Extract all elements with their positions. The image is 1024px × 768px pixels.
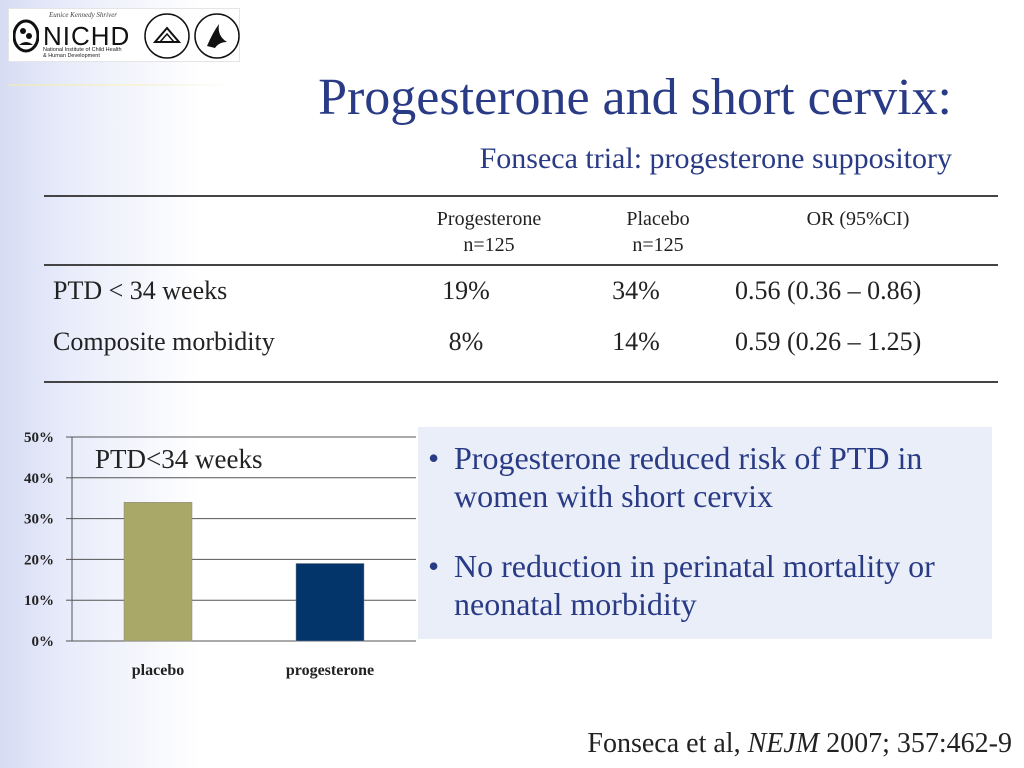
logo-tagline: Eunice Kennedy Shriver (49, 11, 118, 19)
or-value: 0.59 (0.26 – 1.25) (735, 327, 922, 356)
citation: Fonseca et al, NEJM 2007; 357:462-9 (587, 728, 1012, 760)
bar-progesterone (295, 563, 365, 642)
citation-journal: NEJM (747, 728, 820, 759)
citation-details: 2007; 357:462-9 (819, 728, 1012, 759)
bullet-marker: • (428, 548, 440, 584)
row-label: PTD < 34 weeks (53, 276, 228, 305)
key-findings-box: • Progesterone reduced risk of PTD in wo… (418, 427, 992, 639)
or-value: 0.56 (0.36 – 0.86) (735, 276, 922, 305)
column-header-progesterone: Progesterone n=125 (436, 208, 542, 256)
x-tick-label: placebo (132, 662, 184, 679)
nichd-emblem-icon (13, 19, 39, 53)
row-label: Composite morbidity (53, 327, 275, 356)
progesterone-value: 19% (442, 276, 490, 305)
bullet-text: No reduction in perinatal mortality or n… (454, 548, 935, 622)
y-tick-label: 40% (24, 471, 54, 487)
citation-authors: Fonseca et al, (587, 728, 748, 759)
logo-divider (8, 84, 238, 86)
table-bottom-rule (44, 381, 998, 383)
y-tick-label: 50% (24, 430, 54, 446)
slide-title: Progesterone and short cervix: (318, 69, 952, 126)
chart-title: PTD<34 weeks (95, 444, 262, 474)
logo-subtitle: National Institute of Child Health & Hum… (43, 47, 122, 59)
column-header-or: OR (95%CI) (806, 208, 910, 230)
nih-seal-icon (144, 13, 190, 59)
x-tick-label: progesterone (286, 662, 374, 679)
placebo-value: 14% (612, 327, 660, 356)
placebo-value: 34% (612, 276, 660, 305)
logo-name: NICHD (43, 21, 131, 51)
hhs-seal-icon (194, 13, 240, 59)
bar-placebo (123, 502, 193, 642)
ptd-bar-chart: 0% 10% 20% 30% 40% 50% placebo progesterone PTD<… (24, 430, 416, 679)
progesterone-value: 8% (448, 327, 484, 356)
table-header-rule (44, 264, 998, 266)
bullet-marker: • (428, 440, 440, 476)
y-tick-label: 30% (24, 512, 54, 528)
bullet-text: Progesterone reduced risk of PTD in wome… (454, 440, 923, 514)
nichd-logo: Eunice Kennedy Shriver NICHD National In… (8, 8, 240, 62)
slide-subtitle: Fonseca trial: progesterone suppository (479, 142, 952, 175)
y-tick-label: 20% (24, 552, 54, 568)
column-header-placebo: Placebo n=125 (626, 208, 690, 256)
y-tick-label: 0% (32, 634, 55, 650)
table-top-rule (44, 195, 998, 197)
y-tick-label: 10% (24, 593, 54, 609)
